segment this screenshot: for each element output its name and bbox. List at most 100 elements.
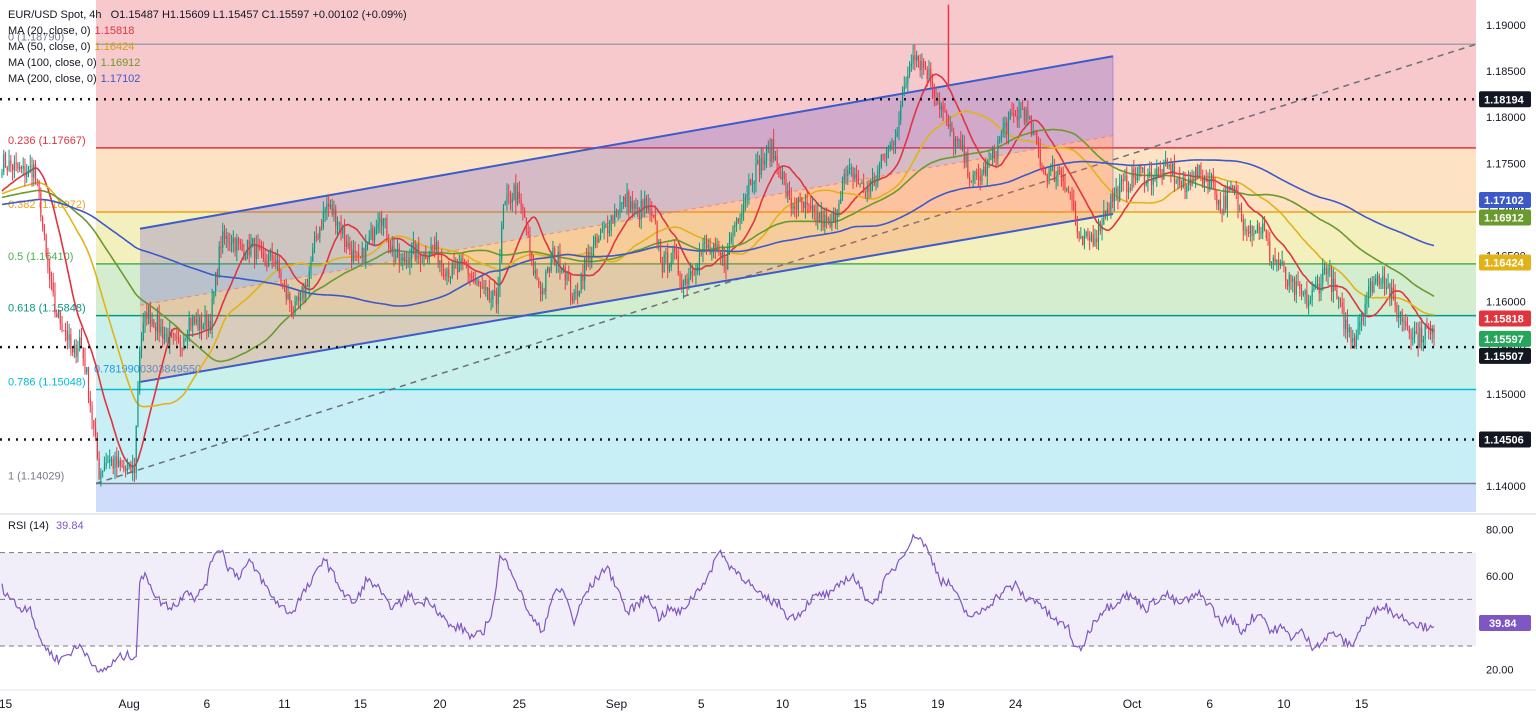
ma100-value: 1.16912 bbox=[100, 57, 141, 69]
candle-body bbox=[524, 209, 526, 218]
candle-body bbox=[1170, 164, 1172, 175]
candle-body bbox=[531, 251, 533, 258]
candle-body bbox=[107, 461, 109, 463]
candle-body bbox=[1399, 311, 1402, 315]
candle-body bbox=[910, 63, 912, 67]
candle-body bbox=[1263, 223, 1266, 230]
candle-body bbox=[1145, 183, 1147, 185]
candle-body bbox=[575, 291, 577, 293]
candle-body bbox=[720, 252, 722, 256]
candle-body bbox=[1278, 259, 1280, 266]
candle-body bbox=[253, 238, 256, 259]
candle-body bbox=[1078, 232, 1080, 239]
rsi-legend[interactable]: RSI (14) 39.84 bbox=[8, 520, 84, 532]
candle-body bbox=[1309, 299, 1311, 303]
candle-body bbox=[677, 255, 679, 274]
candle-body bbox=[117, 460, 120, 468]
candle-body bbox=[192, 316, 194, 327]
candle-body bbox=[379, 217, 381, 223]
candle-body bbox=[359, 256, 362, 258]
candle-body bbox=[916, 55, 918, 61]
ma100-legend[interactable]: MA (100, close, 0) 1.16912 bbox=[8, 55, 407, 71]
candle-body bbox=[762, 157, 764, 165]
ma20-legend[interactable]: MA (20, close, 0) 1.15818 bbox=[8, 23, 407, 39]
candle-body bbox=[525, 217, 527, 232]
candle-body bbox=[1228, 187, 1230, 190]
candle-body bbox=[351, 250, 353, 262]
candle-body bbox=[165, 334, 167, 336]
candle-body bbox=[1184, 178, 1186, 193]
time-tick-label: 10 bbox=[1277, 697, 1291, 711]
candle-body bbox=[693, 273, 695, 275]
candle-body bbox=[605, 225, 607, 227]
candle-body bbox=[547, 267, 549, 273]
candle-body bbox=[87, 367, 90, 399]
candle-body bbox=[504, 201, 506, 206]
candle-body bbox=[615, 210, 618, 215]
candle-body bbox=[305, 284, 307, 298]
candle-body bbox=[481, 287, 483, 289]
candle-body bbox=[831, 221, 833, 227]
ma50-legend[interactable]: MA (50, close, 0) 1.16424 bbox=[8, 39, 407, 55]
candle-body bbox=[543, 290, 545, 292]
candle-body bbox=[1099, 220, 1101, 232]
candle-body bbox=[1119, 182, 1121, 201]
candle-body bbox=[877, 170, 879, 183]
candle-body bbox=[863, 182, 865, 191]
candle-body bbox=[891, 143, 893, 145]
symbol-row: EUR/USD Spot, 4h O1.15487 H1.15609 L1.15… bbox=[8, 7, 407, 23]
candle-body bbox=[709, 245, 711, 254]
candle-body bbox=[548, 267, 550, 272]
candle-body bbox=[12, 165, 14, 171]
candle-body bbox=[914, 54, 916, 61]
candle-body bbox=[854, 174, 856, 179]
price-tick-label: 1.16000 bbox=[1486, 297, 1526, 309]
candle-body bbox=[199, 316, 201, 330]
candle-body bbox=[981, 173, 983, 181]
candle-body bbox=[266, 264, 268, 267]
candle-body bbox=[663, 254, 665, 273]
candle-body bbox=[1297, 281, 1299, 284]
candle-body bbox=[363, 247, 365, 263]
candle-body bbox=[86, 367, 88, 373]
candle-body bbox=[810, 206, 812, 209]
candle-body bbox=[70, 334, 72, 349]
candle-body bbox=[381, 217, 383, 226]
chart-legend: EUR/USD Spot, 4h O1.15487 H1.15609 L1.15… bbox=[8, 7, 407, 87]
candle-body bbox=[442, 265, 445, 275]
candle-body bbox=[294, 301, 296, 312]
candle-body bbox=[1348, 327, 1350, 333]
candle-body bbox=[538, 279, 540, 286]
candle-body bbox=[905, 82, 907, 87]
ma50-label: MA (50, close, 0) bbox=[8, 41, 91, 53]
candle-body bbox=[788, 190, 791, 199]
price-label-text: 1.15597 bbox=[1484, 334, 1524, 346]
candle-body bbox=[829, 218, 831, 227]
candle-body bbox=[776, 155, 778, 165]
candle-body bbox=[1225, 195, 1227, 209]
ma200-legend[interactable]: MA (200, close, 0) 1.17102 bbox=[8, 71, 407, 87]
candle-body bbox=[951, 123, 953, 132]
candle-body bbox=[864, 190, 867, 192]
candle-body bbox=[1290, 275, 1292, 282]
candle-body bbox=[1189, 178, 1191, 186]
candle-body bbox=[223, 231, 226, 239]
candle-body bbox=[894, 136, 897, 145]
candle-body bbox=[1322, 268, 1324, 283]
candle-body bbox=[868, 187, 870, 192]
candle-body bbox=[1339, 297, 1341, 303]
candle-body bbox=[783, 171, 785, 179]
candle-body bbox=[1018, 109, 1020, 121]
candle-body bbox=[1232, 185, 1234, 189]
candle-body bbox=[312, 248, 314, 262]
candle-body bbox=[880, 154, 882, 167]
candle-body bbox=[326, 203, 328, 210]
candle-body bbox=[753, 182, 755, 184]
candle-body bbox=[755, 163, 757, 183]
candle-body bbox=[568, 273, 570, 276]
candle-body bbox=[229, 243, 231, 245]
candle-body bbox=[1286, 280, 1289, 287]
candle-body bbox=[924, 68, 927, 70]
candle-body bbox=[527, 231, 529, 235]
candle-body bbox=[1016, 115, 1018, 121]
